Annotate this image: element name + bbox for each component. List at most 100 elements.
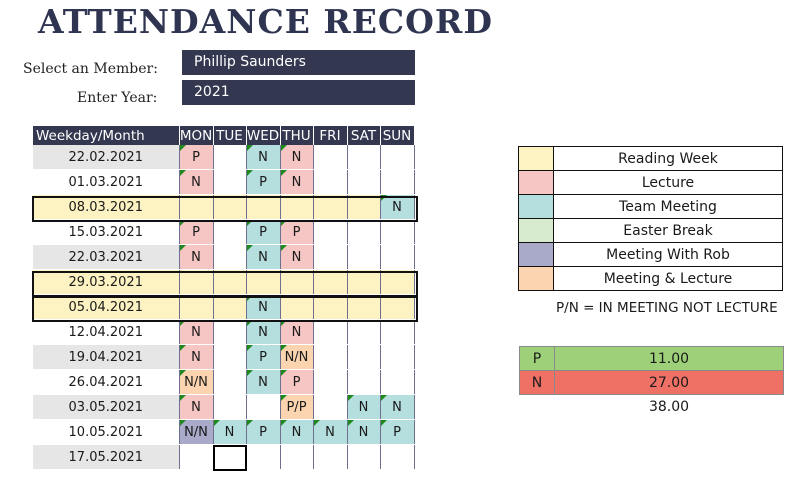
cell[interactable] [213,169,247,195]
row-date: 12.04.2021 [33,319,180,345]
cell[interactable] [347,219,381,245]
cell[interactable]: N [280,244,314,270]
cell[interactable] [347,369,381,395]
cell[interactable] [313,194,348,220]
cell[interactable] [213,269,247,295]
cell[interactable] [280,269,314,295]
cell[interactable]: N [246,294,281,320]
cell[interactable]: N [280,145,314,170]
cell[interactable] [213,369,247,395]
cell[interactable] [179,444,214,470]
cell[interactable] [313,244,348,270]
selected-cell[interactable] [213,445,247,471]
cell[interactable] [313,219,348,245]
cell[interactable] [380,344,415,370]
cell[interactable]: N/N [280,344,314,370]
cell[interactable] [347,169,381,195]
cell[interactable]: N/N [179,369,214,395]
cell[interactable]: N [280,169,314,195]
cell[interactable] [347,444,381,470]
cell[interactable]: P [380,419,415,445]
cell[interactable] [313,444,348,470]
cell[interactable] [380,369,415,395]
cell[interactable] [280,194,314,220]
cell[interactable] [313,369,348,395]
cell[interactable] [313,394,348,420]
cell[interactable] [246,394,281,420]
cell[interactable] [179,194,214,220]
cell[interactable]: N [179,344,214,370]
cell[interactable] [179,294,214,320]
cell[interactable]: P [280,219,314,245]
cell[interactable]: N/N [179,419,214,445]
cell[interactable] [380,219,415,245]
cell[interactable] [380,319,415,345]
cell[interactable] [246,194,281,220]
table-row: 01.03.2021 N P N [33,169,415,195]
cell[interactable]: P [280,369,314,395]
table-row: 22.02.2021 P N N [33,145,415,170]
cell[interactable]: N [380,394,415,420]
member-select[interactable]: Phillip Saunders [182,50,415,75]
cell[interactable]: N [213,419,247,445]
cell[interactable] [313,294,348,320]
cell[interactable]: P/P [280,394,314,420]
cell[interactable]: P [179,145,214,170]
cell[interactable] [380,169,415,195]
cell[interactable] [213,145,247,170]
cell[interactable] [213,244,247,270]
cell[interactable] [213,194,247,220]
cell[interactable] [347,145,381,170]
cell[interactable] [246,444,281,470]
cell[interactable] [213,319,247,345]
cell[interactable] [380,294,415,320]
cell[interactable] [313,145,348,170]
cell[interactable] [380,269,415,295]
header-thu: THU [280,126,314,145]
cell[interactable]: N [179,169,214,195]
row-date: 08.03.2021 [33,194,180,220]
cell[interactable]: N [280,419,314,445]
cell[interactable]: N [179,244,214,270]
cell[interactable]: N [280,319,314,345]
cell[interactable] [213,219,247,245]
cell[interactable] [179,269,214,295]
cell[interactable] [347,244,381,270]
cell[interactable] [380,145,415,170]
cell[interactable] [313,344,348,370]
cell[interactable]: P [246,219,281,245]
cell[interactable]: P [246,344,281,370]
cell[interactable] [347,294,381,320]
cell[interactable]: N [246,369,281,395]
cell[interactable] [313,319,348,345]
cell[interactable]: N [313,419,348,445]
cell[interactable]: N [246,145,281,170]
cell[interactable] [213,294,247,320]
cell[interactable]: P [246,419,281,445]
cell[interactable]: N [380,194,415,220]
cell[interactable]: P [179,219,214,245]
cell[interactable] [347,319,381,345]
cell[interactable]: N [246,319,281,345]
cell[interactable]: N [347,419,381,445]
cell[interactable] [313,169,348,195]
cell[interactable] [213,394,247,420]
cell[interactable]: P [246,169,281,195]
cell[interactable]: N [179,319,214,345]
cell[interactable] [313,269,348,295]
cell[interactable] [347,269,381,295]
cell[interactable]: N [246,244,281,270]
cell[interactable] [347,344,381,370]
cell[interactable] [280,444,314,470]
cell[interactable]: N [179,394,214,420]
cell[interactable] [213,344,247,370]
cell[interactable] [347,194,381,220]
cell[interactable] [380,444,415,470]
cell[interactable] [280,294,314,320]
cell[interactable] [246,269,281,295]
totals-sum-value: 38.00 [648,398,690,415]
header-wed: WED [246,126,281,145]
cell[interactable]: N [347,394,381,420]
cell[interactable] [380,244,415,270]
year-input[interactable]: 2021 [182,80,415,105]
